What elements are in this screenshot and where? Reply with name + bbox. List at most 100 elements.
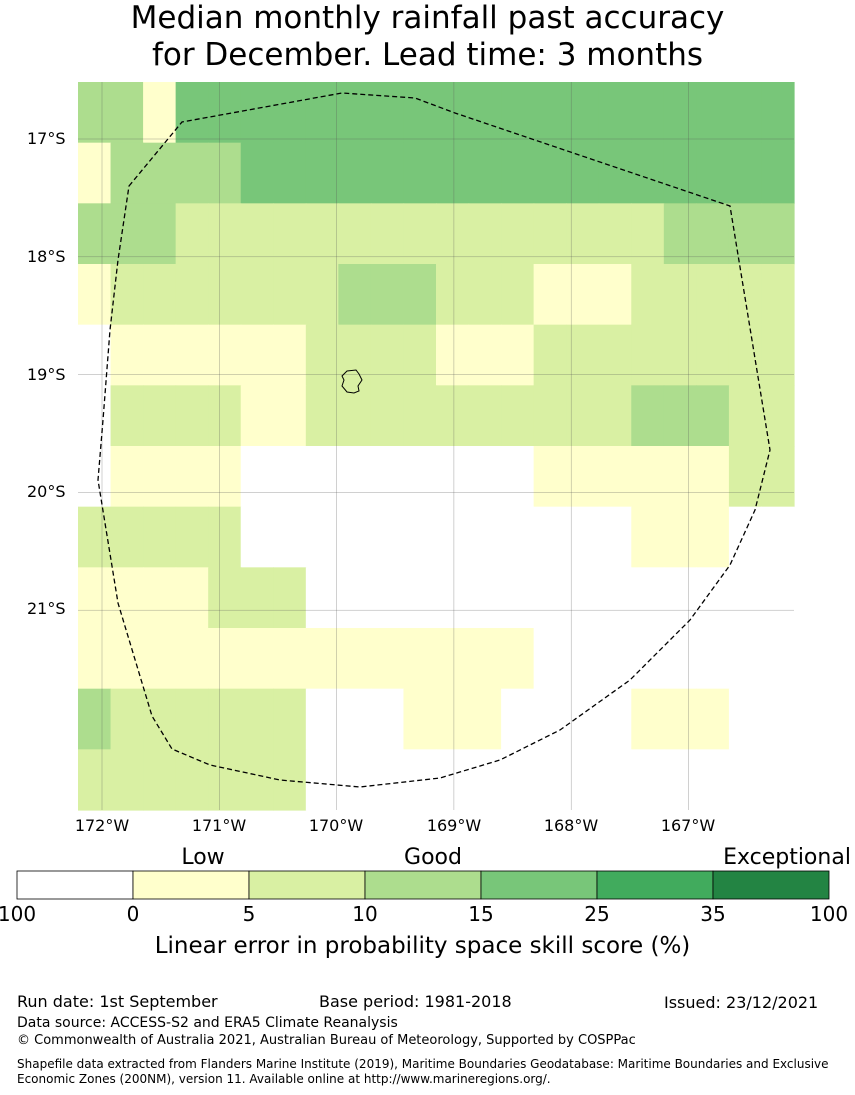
grid-cell (240, 567, 274, 629)
grid-cell (208, 324, 242, 386)
colorbar-tick: 25 (584, 902, 610, 926)
grid-cell (305, 749, 339, 811)
grid-cell (761, 203, 795, 265)
grid-cell (208, 203, 242, 265)
grid-cell (696, 142, 730, 204)
grid-cell (403, 446, 437, 508)
lon-label-171w: 171°W (191, 816, 247, 835)
grid-cell (338, 82, 372, 144)
grid-cell (761, 82, 795, 144)
grid-cell (566, 446, 600, 508)
grid-cell (78, 324, 112, 386)
lat-label-17s: 17°S (27, 129, 66, 148)
run-date: Run date: 1st September (17, 992, 218, 1011)
grid-cell (370, 506, 405, 568)
grid-cell (598, 264, 632, 326)
grid-cell (78, 688, 112, 750)
grid-cell (240, 446, 274, 508)
grid-cell (533, 749, 567, 811)
lon-label-169w: 169°W (426, 816, 482, 835)
grid-cell (110, 567, 144, 629)
grid-cell (78, 506, 112, 568)
grid-cell (468, 688, 502, 750)
grid-cell (468, 628, 502, 690)
lat-label-18s: 18°S (27, 247, 66, 266)
grid-cell (110, 446, 144, 508)
grid-cell (208, 142, 242, 204)
copyright: © Commonwealth of Australia 2021, Austra… (17, 1033, 636, 1048)
grid-cell (143, 567, 177, 629)
grid-cell (110, 264, 144, 326)
grid-cell (78, 264, 112, 326)
grid-cell (273, 446, 307, 508)
grid-cell (598, 567, 632, 629)
grid-cell (501, 142, 535, 204)
grid-cell (305, 203, 339, 265)
grid-cell (663, 203, 697, 265)
grid-cell (631, 749, 665, 811)
grid-cell (501, 506, 535, 568)
grid-cell (273, 567, 307, 629)
grid-cell (631, 82, 665, 144)
grid-cell (631, 688, 665, 750)
grid-cell (696, 688, 730, 750)
lon-label-172w: 172°W (74, 816, 130, 835)
colorbar-segment (596, 870, 714, 900)
grid-cell (533, 324, 567, 386)
grid-cell (436, 446, 470, 508)
data-source: Data source: ACCESS-S2 and ERA5 Climate … (17, 1015, 398, 1031)
colorbar-tick: 35 (700, 902, 726, 926)
grid-cell (305, 628, 339, 690)
grid-cell (143, 446, 177, 508)
grid-cell (110, 688, 144, 750)
grid-cell (663, 506, 697, 568)
grid-cell (305, 567, 339, 629)
grid-cell (240, 82, 274, 144)
grid-cell (78, 567, 112, 629)
grid-cell (338, 264, 372, 326)
grid-cell (566, 688, 600, 750)
grid-cell (273, 324, 307, 386)
grid-cell (501, 82, 535, 144)
grid-cell (175, 446, 209, 508)
colorbar-segment (480, 870, 598, 900)
grid-cell (175, 749, 209, 811)
grid-cell (143, 82, 177, 144)
grid-cell (208, 688, 242, 750)
grid-cell (436, 324, 470, 386)
grid-cell (631, 385, 665, 447)
grid-cell (305, 324, 339, 386)
grid-cell (468, 264, 502, 326)
grid-cell (663, 324, 697, 386)
grid-cell (208, 385, 242, 447)
grid-cell (370, 142, 405, 204)
grid-cell (598, 446, 632, 508)
grid-cell (598, 749, 632, 811)
grid-cell (240, 142, 274, 204)
grid-cell (338, 324, 372, 386)
grid-cell (696, 506, 730, 568)
chart-title: Median monthly rainfall past accuracy fo… (0, 0, 855, 74)
grid-cell (338, 446, 372, 508)
grid-cell (728, 203, 763, 265)
grid-cell (631, 142, 665, 204)
grid-cell (175, 324, 209, 386)
grid-cell (208, 506, 242, 568)
grid-cell (566, 203, 600, 265)
grid-cell (403, 688, 437, 750)
grid-cell (110, 385, 144, 447)
grid-cell (728, 82, 763, 144)
grid-cell (761, 628, 795, 690)
grid-cell (696, 324, 730, 386)
grid-cell (533, 264, 567, 326)
grid-cell (728, 446, 763, 508)
grid-cell (175, 385, 209, 447)
shapefile-credit-line-1: Shapefile data extracted from Flanders M… (17, 1057, 829, 1071)
grid-cell (370, 264, 405, 326)
grid-cell (305, 264, 339, 326)
lat-label-20s: 20°S (27, 482, 66, 501)
grid-cell (273, 628, 307, 690)
grid-cell (761, 688, 795, 750)
grid-cell (370, 324, 405, 386)
grid-cell (501, 264, 535, 326)
